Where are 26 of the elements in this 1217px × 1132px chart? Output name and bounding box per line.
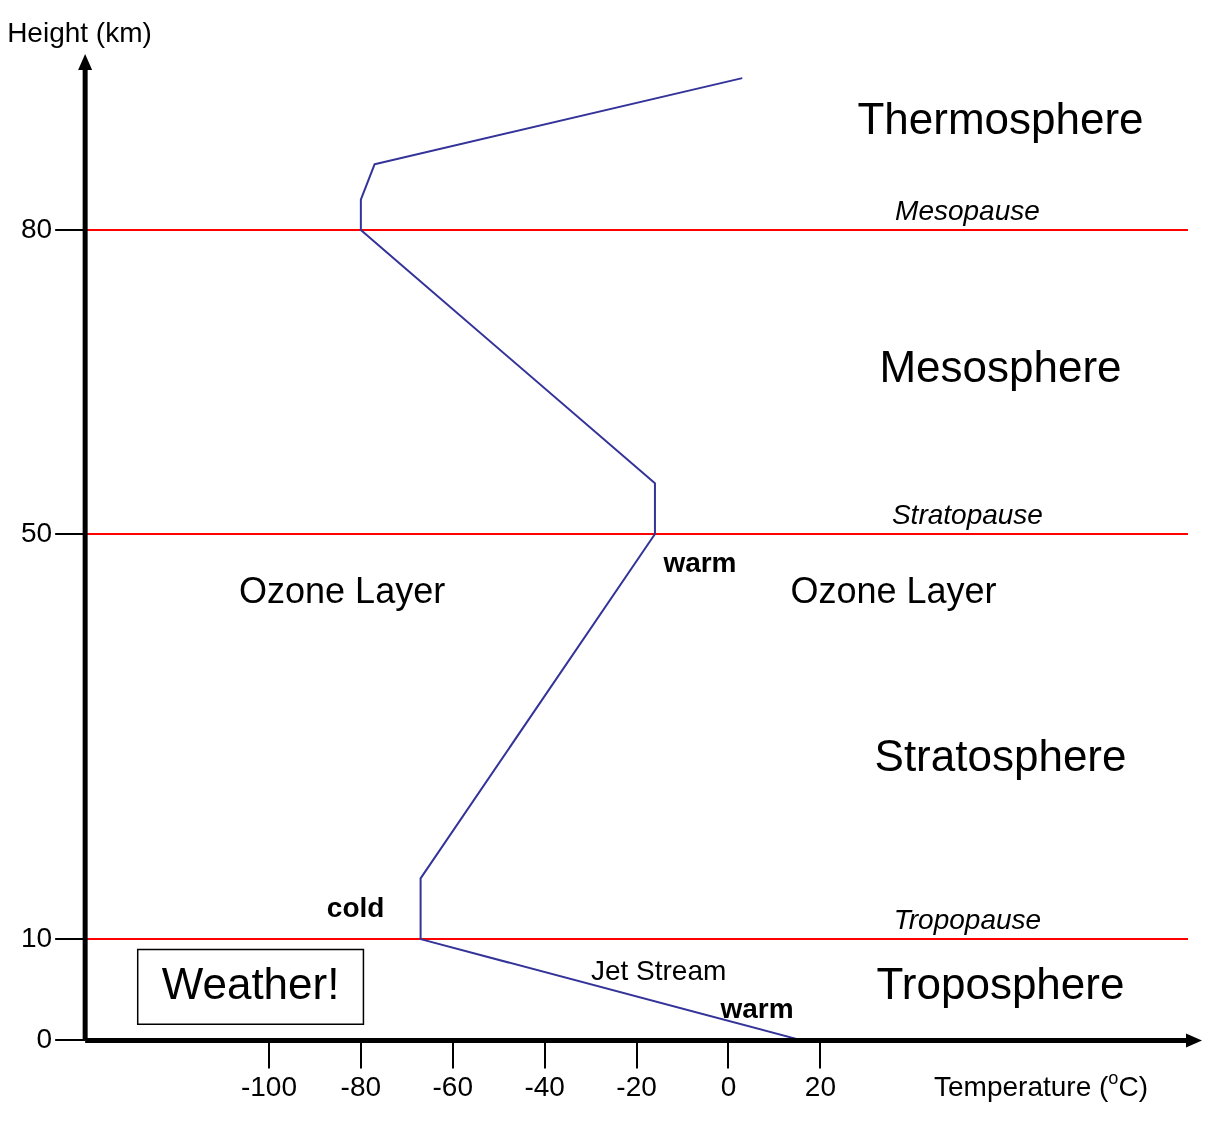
x-tick-label: -60 bbox=[432, 1070, 473, 1102]
annotation: warm bbox=[719, 993, 794, 1025]
annotation: Stratosphere bbox=[874, 730, 1127, 780]
annotation: Jet Stream bbox=[590, 955, 727, 987]
annotation: Ozone Layer bbox=[239, 570, 446, 612]
annotation: Ozone Layer bbox=[790, 570, 997, 612]
annotation: Mesosphere bbox=[879, 341, 1122, 391]
x-tick-label: -20 bbox=[616, 1070, 657, 1102]
annotation: Thermosphere bbox=[857, 93, 1144, 143]
x-tick-label: -40 bbox=[524, 1070, 565, 1102]
annotation: Weather! bbox=[161, 959, 340, 1009]
y-tick-label: 80 bbox=[20, 212, 53, 244]
x-tick-label: 20 bbox=[804, 1070, 836, 1102]
x-tick-label: -100 bbox=[240, 1070, 297, 1102]
ref-line-label: Stratopause bbox=[891, 498, 1043, 530]
y-tick-label: 0 bbox=[36, 1023, 53, 1055]
ref-line-label: Mesopause bbox=[895, 194, 1040, 226]
y-tick-label: 50 bbox=[20, 516, 53, 548]
y-tick-label: 10 bbox=[20, 921, 53, 953]
annotation: Troposphere bbox=[876, 959, 1125, 1009]
x-tick-label: -80 bbox=[340, 1070, 382, 1102]
annotation: warm bbox=[662, 546, 737, 578]
x-tick-label: 0 bbox=[720, 1070, 737, 1102]
y-axis-title: Height (km) bbox=[7, 16, 152, 48]
annotation: cold bbox=[326, 891, 385, 923]
ref-line-label: Tropopause bbox=[893, 903, 1042, 935]
